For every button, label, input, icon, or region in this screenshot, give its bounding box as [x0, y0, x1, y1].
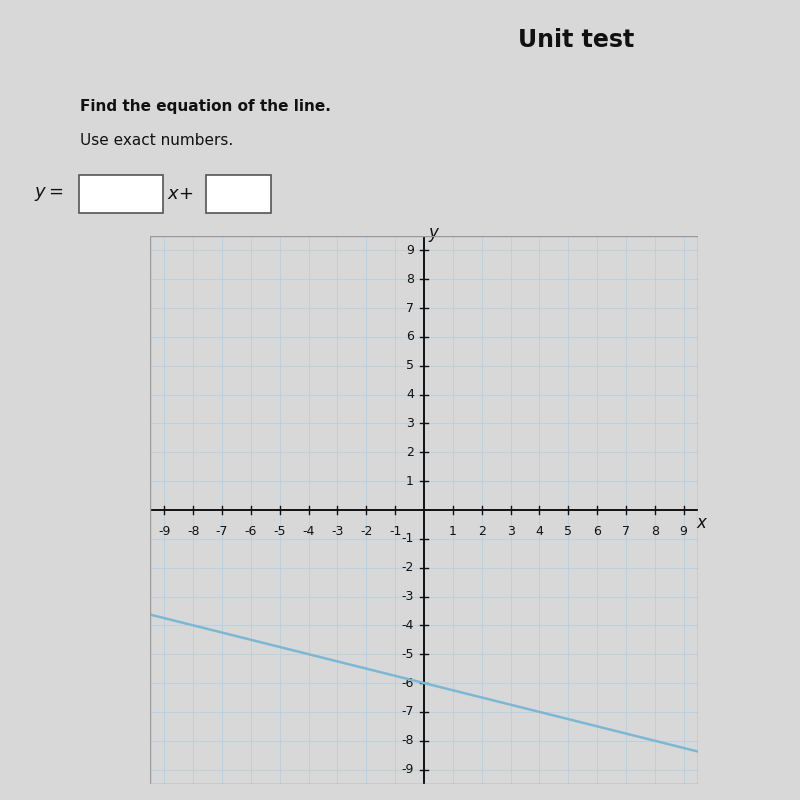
Text: 2: 2	[406, 446, 414, 459]
Text: -4: -4	[402, 619, 414, 632]
Text: -1: -1	[402, 532, 414, 546]
Text: $y=$: $y=$	[34, 185, 63, 203]
Text: Find the equation of the line.: Find the equation of the line.	[80, 98, 331, 114]
Text: 7: 7	[622, 525, 630, 538]
Text: x: x	[697, 514, 706, 532]
Text: 7: 7	[406, 302, 414, 314]
Text: -1: -1	[389, 525, 402, 538]
Text: -8: -8	[187, 525, 199, 538]
Text: 9: 9	[406, 244, 414, 257]
Text: 4: 4	[535, 525, 543, 538]
Text: -5: -5	[274, 525, 286, 538]
Text: -3: -3	[402, 590, 414, 603]
Text: -2: -2	[402, 561, 414, 574]
Text: -3: -3	[331, 525, 344, 538]
Text: y: y	[428, 223, 438, 242]
Text: 3: 3	[406, 417, 414, 430]
Text: -9: -9	[158, 525, 170, 538]
Text: 8: 8	[406, 273, 414, 286]
Text: $x$+: $x$+	[167, 185, 194, 203]
Text: 8: 8	[650, 525, 658, 538]
Text: 5: 5	[564, 525, 572, 538]
Text: 5: 5	[406, 359, 414, 372]
FancyBboxPatch shape	[79, 175, 163, 213]
Text: 1: 1	[406, 474, 414, 488]
Text: -9: -9	[402, 763, 414, 776]
Text: 1: 1	[449, 525, 457, 538]
Text: -8: -8	[402, 734, 414, 747]
FancyBboxPatch shape	[206, 175, 271, 213]
Text: Unit test: Unit test	[518, 28, 634, 52]
Text: -6: -6	[245, 525, 257, 538]
Text: 3: 3	[506, 525, 514, 538]
Text: 9: 9	[680, 525, 687, 538]
Text: 2: 2	[478, 525, 486, 538]
Text: -6: -6	[402, 677, 414, 690]
Text: -5: -5	[402, 648, 414, 661]
Text: -2: -2	[360, 525, 373, 538]
Text: 6: 6	[406, 330, 414, 343]
Text: Use exact numbers.: Use exact numbers.	[80, 133, 234, 148]
Text: 6: 6	[593, 525, 601, 538]
Text: -7: -7	[402, 706, 414, 718]
Text: 4: 4	[406, 388, 414, 401]
Text: -7: -7	[216, 525, 228, 538]
Text: -4: -4	[302, 525, 315, 538]
